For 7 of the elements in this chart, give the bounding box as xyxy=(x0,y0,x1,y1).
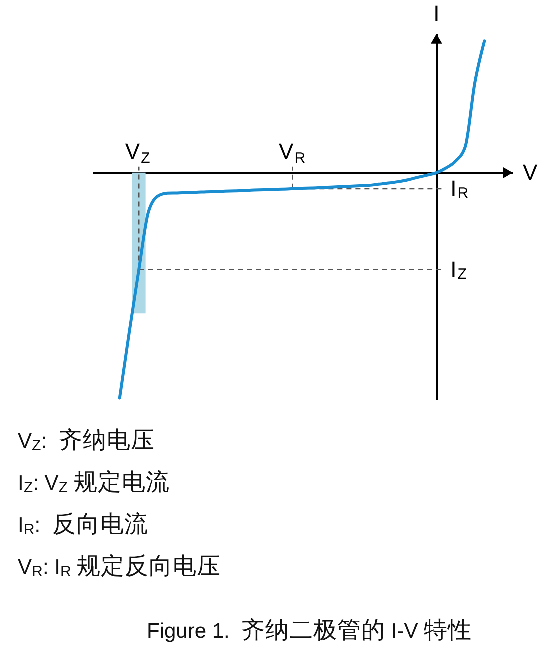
y-axis-title: I xyxy=(434,1,440,26)
x-axis-title: V xyxy=(523,160,538,185)
text: V$_{Z}$: 齐纳电压 xyxy=(18,426,156,456)
text: V$_{R}$: I$_{R}$ 规定反向电压 xyxy=(18,552,222,582)
text: I$_{Z}$: V$_{Z}$ 规定电流 xyxy=(18,468,171,498)
text: I$_{R}$: 反向电流 xyxy=(18,510,150,540)
text: Figure 1. 齐纳二极管的 I-V 特性 xyxy=(147,616,472,645)
